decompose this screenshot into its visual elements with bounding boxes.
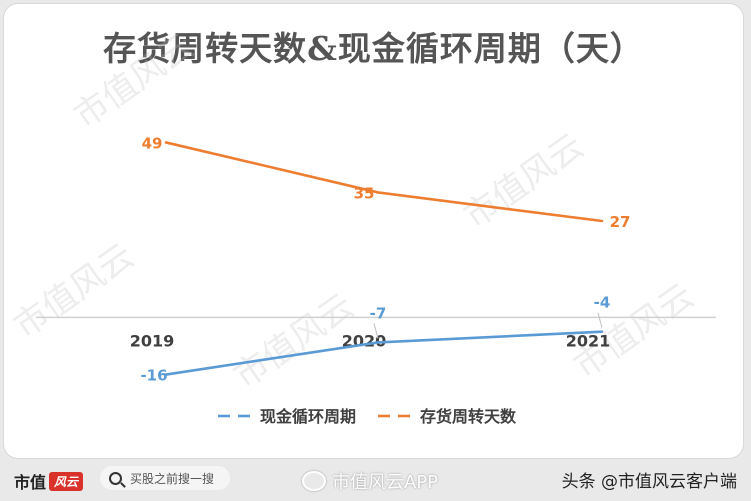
- series-line: [164, 141, 604, 223]
- brand-logo-mark: 风云: [49, 471, 84, 491]
- source-credit: 头条 @市值风云客户端: [561, 472, 737, 492]
- data-label: -7: [370, 304, 387, 322]
- weibo-watermark: 市值风云APP: [302, 468, 438, 494]
- data-label: 27: [610, 213, 631, 231]
- data-label-leader: [373, 323, 379, 339]
- data-label: -16: [140, 367, 167, 385]
- search-icon: [109, 471, 122, 485]
- search-box[interactable]: 买股之前搜一搜: [100, 466, 230, 490]
- brand-name: 市值: [14, 473, 47, 492]
- data-label: 49: [142, 134, 163, 152]
- weibo-watermark-text: 市值风云APP: [332, 472, 439, 493]
- brand-logo[interactable]: 市值 风云: [14, 469, 84, 493]
- legend-label: 存货周转天数: [420, 407, 517, 426]
- x-tick-label: 2019: [130, 331, 175, 350]
- chart-card: 存货周转天数&现金循环周期（天） 市值风云 市值风云 市值风云 市值风云 市值风…: [4, 4, 743, 458]
- x-tick-label: 2021: [566, 331, 611, 350]
- chart-title: 存货周转天数&现金循环周期（天）: [103, 29, 644, 68]
- data-label-leader: [597, 312, 603, 328]
- legend-label: 现金循环周期: [260, 407, 356, 426]
- data-label: -4: [594, 294, 611, 312]
- data-label: 35: [354, 184, 375, 202]
- search-placeholder: 买股之前搜一搜: [130, 471, 215, 486]
- footer-bar: 市值 风云 买股之前搜一搜 市值风云APP 头条 @市值风云客户端: [0, 458, 751, 501]
- weibo-icon: [302, 471, 326, 491]
